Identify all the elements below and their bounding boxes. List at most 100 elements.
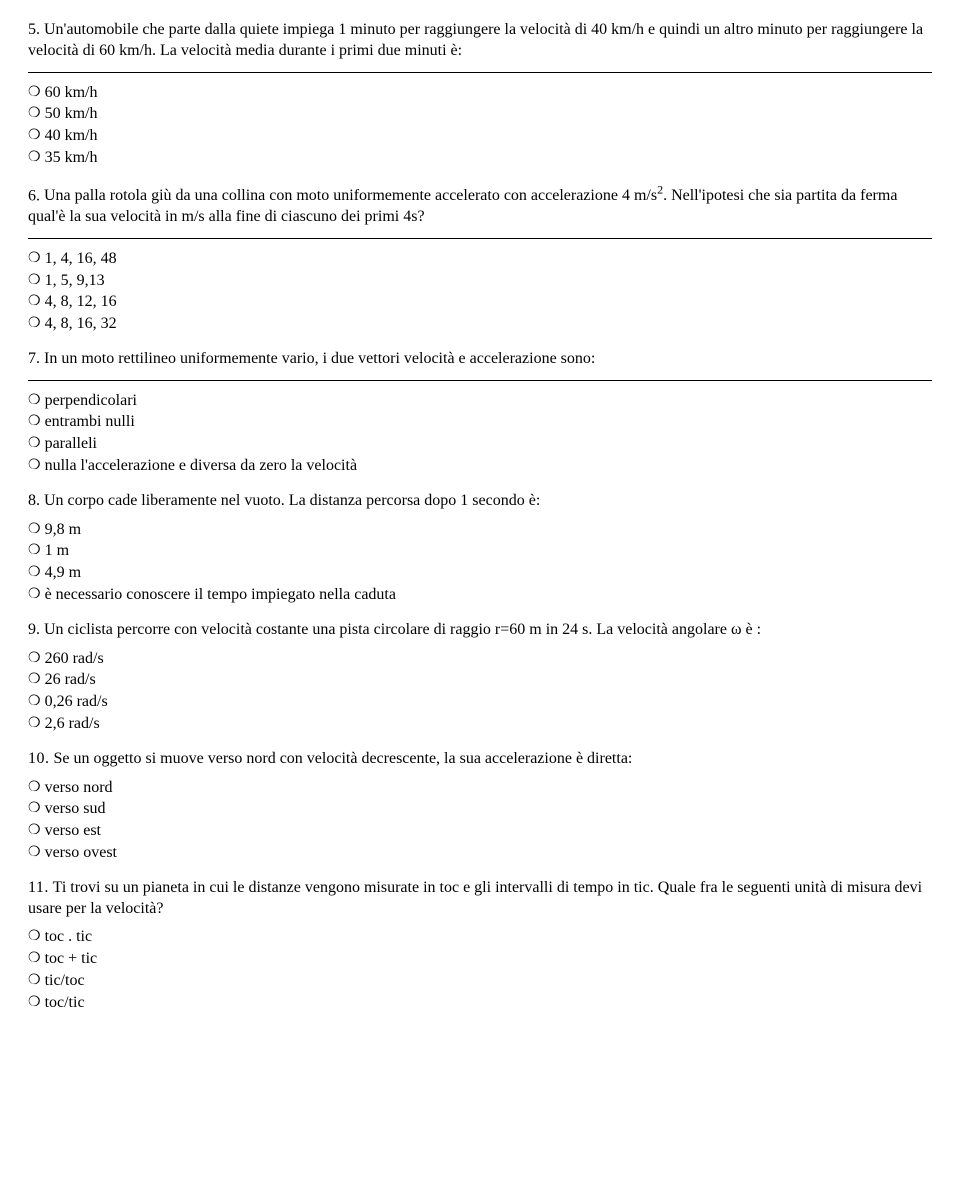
option[interactable]: ❍ toc . tic (28, 927, 932, 948)
option[interactable]: ❍ perpendicolari (28, 391, 932, 412)
option-label: 26 rad/s (45, 671, 96, 688)
option-label: 4, 8, 16, 32 (45, 315, 117, 332)
option[interactable]: ❍ 1, 5, 9,13 (28, 271, 932, 292)
radio-icon: ❍ (28, 391, 41, 407)
option[interactable]: ❍ 26 rad/s (28, 670, 932, 691)
question-text: 9. Un ciclista percorre con velocità cos… (28, 620, 932, 641)
option[interactable]: ❍ toc + tic (28, 949, 932, 970)
question-number: 10. (28, 750, 50, 767)
option-label: entrambi nulli (45, 413, 135, 430)
options-group: ❍ perpendicolari ❍ entrambi nulli ❍ para… (28, 391, 932, 477)
option-label: 9,8 m (45, 521, 81, 538)
option-label: paralleli (45, 435, 97, 452)
option-label: 260 rad/s (45, 650, 104, 667)
option[interactable]: ❍ 1, 4, 16, 48 (28, 249, 932, 270)
question-text: 11. Ti trovi su un pianeta in cui le dis… (28, 878, 932, 920)
question-block: 9. Un ciclista percorre con velocità cos… (28, 620, 932, 735)
option-label: perpendicolari (45, 392, 137, 409)
question-number: 5. (28, 21, 40, 38)
radio-icon: ❍ (28, 949, 41, 965)
option-label: 0,26 rad/s (45, 693, 108, 710)
options-group: ❍ 9,8 m ❍ 1 m ❍ 4,9 m ❍ è necessario con… (28, 520, 932, 606)
question-number: 9. (28, 621, 40, 638)
radio-icon: ❍ (28, 104, 41, 120)
radio-icon: ❍ (28, 412, 41, 428)
radio-icon: ❍ (28, 843, 41, 859)
option[interactable]: ❍ 0,26 rad/s (28, 692, 932, 713)
question-text: 10. Se un oggetto si muove verso nord co… (28, 749, 932, 770)
option-label: tic/toc (45, 972, 85, 989)
option-label: toc + tic (45, 950, 98, 967)
question-number: 7. (28, 350, 40, 367)
option-label: 60 km/h (45, 84, 98, 101)
question-block: 8. Un corpo cade liberamente nel vuoto. … (28, 491, 932, 606)
question-body: In un moto rettilineo uniformemente vari… (44, 350, 595, 367)
option[interactable]: ❍ 50 km/h (28, 104, 932, 125)
options-group: ❍ toc . tic ❍ toc + tic ❍ tic/toc ❍ toc/… (28, 927, 932, 1013)
option[interactable]: ❍ 2,6 rad/s (28, 714, 932, 735)
options-group: ❍ 260 rad/s ❍ 26 rad/s ❍ 0,26 rad/s ❍ 2,… (28, 649, 932, 735)
option-label: è necessario conoscere il tempo impiegat… (45, 586, 396, 603)
radio-icon: ❍ (28, 927, 41, 943)
question-body: Una palla rotola giù da una collina con … (28, 187, 897, 225)
option[interactable]: ❍ 4, 8, 16, 32 (28, 314, 932, 335)
radio-icon: ❍ (28, 520, 41, 536)
option[interactable]: ❍ 40 km/h (28, 126, 932, 147)
radio-icon: ❍ (28, 541, 41, 557)
question-text: 5. Un'automobile che parte dalla quiete … (28, 20, 932, 62)
option[interactable]: ❍ nulla l'accelerazione e diversa da zer… (28, 456, 932, 477)
question-number: 8. (28, 492, 40, 509)
question-body: Un corpo cade liberamente nel vuoto. La … (44, 492, 540, 509)
question-text: 6. Una palla rotola giù da una collina c… (28, 183, 932, 228)
radio-icon: ❍ (28, 993, 41, 1009)
option[interactable]: ❍ è necessario conoscere il tempo impieg… (28, 585, 932, 606)
question-number: 11. (28, 879, 49, 896)
question-body: Un'automobile che parte dalla quiete imp… (28, 21, 923, 59)
radio-icon: ❍ (28, 778, 41, 794)
option-label: toc . tic (45, 928, 93, 945)
question-block: 10. Se un oggetto si muove verso nord co… (28, 749, 932, 864)
option[interactable]: ❍ 60 km/h (28, 83, 932, 104)
separator (28, 380, 932, 381)
radio-icon: ❍ (28, 692, 41, 708)
option[interactable]: ❍ 35 km/h (28, 148, 932, 169)
option-label: 1 m (45, 542, 69, 559)
options-group: ❍ 1, 4, 16, 48 ❍ 1, 5, 9,13 ❍ 4, 8, 12, … (28, 249, 932, 335)
radio-icon: ❍ (28, 971, 41, 987)
option[interactable]: ❍ 4,9 m (28, 563, 932, 584)
option-label: 35 km/h (45, 149, 98, 166)
option[interactable]: ❍ verso sud (28, 799, 932, 820)
radio-icon: ❍ (28, 249, 41, 265)
option-label: toc/tic (45, 994, 85, 1011)
radio-icon: ❍ (28, 126, 41, 142)
radio-icon: ❍ (28, 799, 41, 815)
radio-icon: ❍ (28, 148, 41, 164)
options-group: ❍ verso nord ❍ verso sud ❍ verso est ❍ v… (28, 778, 932, 864)
radio-icon: ❍ (28, 821, 41, 837)
option[interactable]: ❍ tic/toc (28, 971, 932, 992)
radio-icon: ❍ (28, 271, 41, 287)
option[interactable]: ❍ toc/tic (28, 993, 932, 1014)
option[interactable]: ❍ paralleli (28, 434, 932, 455)
option[interactable]: ❍ 9,8 m (28, 520, 932, 541)
option-label: verso nord (45, 779, 113, 796)
radio-icon: ❍ (28, 456, 41, 472)
radio-icon: ❍ (28, 649, 41, 665)
option[interactable]: ❍ verso est (28, 821, 932, 842)
option-label: verso est (45, 822, 101, 839)
option[interactable]: ❍ verso ovest (28, 843, 932, 864)
option[interactable]: ❍ 4, 8, 12, 16 (28, 292, 932, 313)
option[interactable]: ❍ 1 m (28, 541, 932, 562)
radio-icon: ❍ (28, 434, 41, 450)
question-block: 11. Ti trovi su un pianeta in cui le dis… (28, 878, 932, 1014)
option[interactable]: ❍ verso nord (28, 778, 932, 799)
question-block: 7. In un moto rettilineo uniformemente v… (28, 349, 932, 477)
option-label: nulla l'accelerazione e diversa da zero … (45, 457, 357, 474)
option-label: 1, 4, 16, 48 (45, 250, 117, 267)
question-body: Un ciclista percorre con velocità costan… (44, 621, 761, 638)
option-label: 40 km/h (45, 127, 98, 144)
option-label: verso sud (45, 800, 106, 817)
option[interactable]: ❍ entrambi nulli (28, 412, 932, 433)
option[interactable]: ❍ 260 rad/s (28, 649, 932, 670)
question-text: 7. In un moto rettilineo uniformemente v… (28, 349, 932, 370)
